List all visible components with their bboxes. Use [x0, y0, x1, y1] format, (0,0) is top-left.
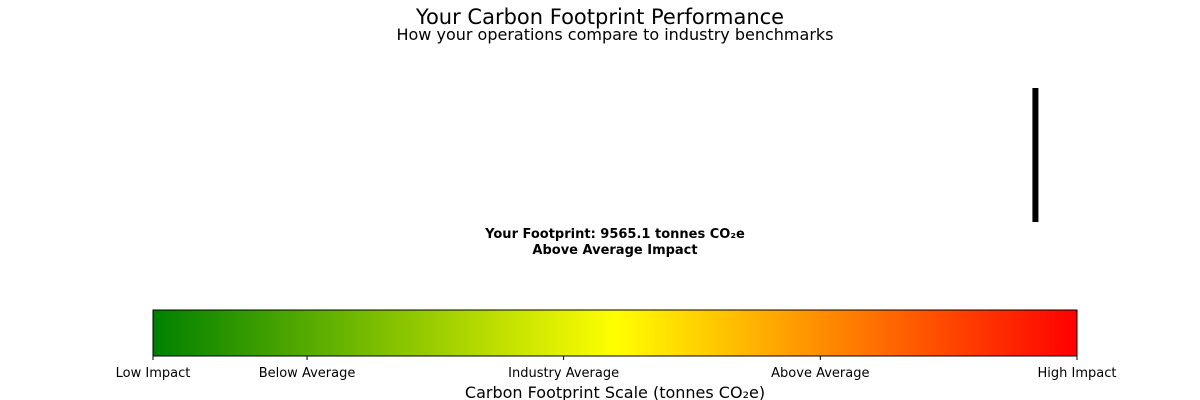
scale-tick-label: Above Average	[771, 366, 869, 381]
scale-tick-label: High Impact	[1038, 366, 1117, 381]
chart-subtitle: How your operations compare to industry …	[396, 25, 833, 44]
x-axis-label: Carbon Footprint Scale (tonnes CO₂e)	[465, 383, 765, 400]
footprint-value-text: Your Footprint: 9565.1 tonnes CO₂e	[484, 227, 745, 242]
chart-title: Your Carbon Footprint Performance	[415, 5, 784, 29]
scale-tick-label: Industry Average	[508, 366, 619, 381]
scale-tick-label: Low Impact	[116, 366, 191, 381]
scale-tick-label: Below Average	[259, 366, 356, 381]
color-scale-bar	[152, 309, 1078, 357]
scale-ticks: Low Impact Below Average Industry Average A…	[116, 356, 1117, 381]
footprint-status-text: Above Average Impact	[532, 243, 697, 258]
